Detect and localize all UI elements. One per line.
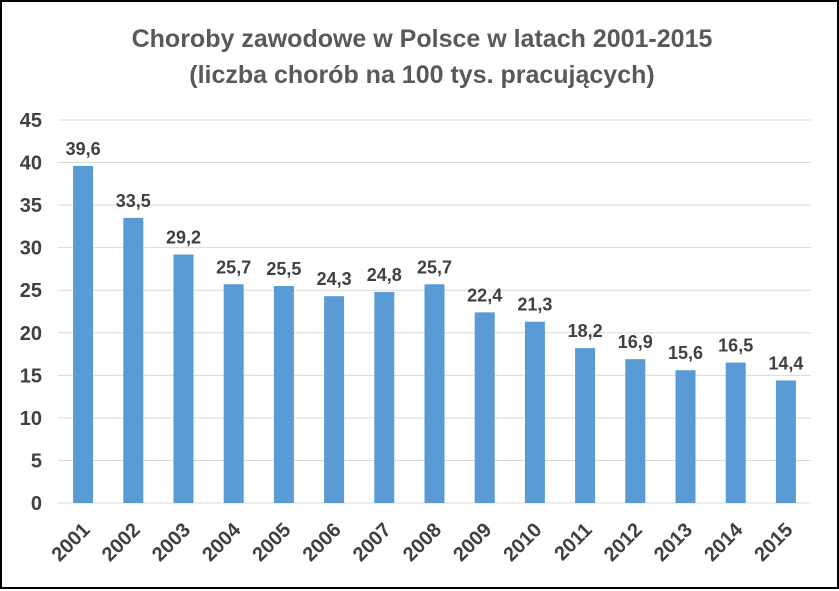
bar: [374, 291, 395, 503]
y-tick-label: 30: [20, 238, 42, 260]
x-tick-label: 2003: [148, 519, 195, 566]
x-axis-ticks: 2001 2002 2003 2004 2005 2006 2007 2008 2009 2010…: [48, 518, 798, 566]
x-tick-label: 2006: [299, 519, 346, 566]
bar: [524, 321, 545, 503]
bar: [173, 254, 194, 503]
data-label: 21,3: [517, 295, 552, 315]
y-tick-label: 35: [20, 195, 42, 217]
x-tick-label: 2012: [600, 519, 647, 566]
bar: [123, 217, 144, 503]
data-label: 25,5: [266, 259, 301, 279]
chart-title-line1: Choroby zawodowe w Polsce w latach 2001-…: [132, 25, 713, 53]
data-labels: 39,6 33,5 29,2 25,7 25,5 24,3 24,8 25,7 22,4 21,3…: [66, 139, 804, 373]
y-tick-label: 25: [20, 280, 42, 302]
y-tick-label: 5: [31, 450, 42, 472]
bar: [424, 284, 445, 503]
bar: [725, 362, 746, 503]
data-label: 33,5: [116, 191, 151, 211]
x-tick-label: 2007: [349, 519, 396, 566]
data-label: 16,5: [718, 336, 753, 356]
y-tick-label: 15: [20, 365, 42, 387]
y-tick-label: 0: [31, 493, 42, 515]
y-tick-label: 20: [20, 323, 42, 345]
data-label: 18,2: [568, 321, 603, 341]
x-tick-label: 2008: [399, 519, 446, 566]
bar: [675, 370, 696, 503]
x-tick-label: 2004: [198, 518, 246, 566]
x-tick-label: 2005: [248, 519, 295, 566]
data-label: 24,8: [367, 265, 402, 285]
data-label: 29,2: [166, 227, 201, 247]
x-tick-label: 2010: [499, 519, 546, 566]
bar: [73, 165, 94, 503]
data-label: 39,6: [66, 139, 101, 159]
x-tick-label: 2015: [750, 519, 797, 566]
chart-title: Choroby zawodowe w Polsce w latach 2001-…: [132, 25, 713, 89]
data-label: 14,4: [768, 353, 803, 373]
bar: [474, 312, 495, 503]
data-label: 15,6: [668, 343, 703, 363]
data-label: 25,7: [417, 257, 452, 277]
x-tick-label: 2009: [449, 519, 496, 566]
y-axis-ticks: 0 5 10 15 20 25 30 35 40 45: [20, 110, 42, 515]
bar: [223, 284, 244, 503]
chart-title-line2: (liczba chorób na 100 tys. pracujących): [189, 61, 654, 89]
x-tick-label: 2001: [48, 519, 95, 566]
data-label: 22,4: [467, 285, 502, 305]
data-label: 16,9: [618, 332, 653, 352]
bar: [625, 359, 646, 503]
x-tick-label: 2002: [98, 519, 145, 566]
x-tick-label: 2014: [700, 518, 748, 566]
bar: [575, 348, 596, 503]
data-label: 24,3: [317, 269, 352, 289]
x-tick-label: 2011: [550, 519, 596, 565]
data-label: 25,7: [216, 257, 251, 277]
x-tick-label: 2013: [650, 519, 697, 566]
bar: [273, 285, 294, 503]
y-tick-label: 40: [20, 153, 42, 175]
bar: [324, 296, 345, 503]
y-tick-label: 10: [20, 408, 42, 430]
y-tick-label: 45: [20, 110, 42, 132]
bar: [775, 380, 796, 503]
bars: [73, 165, 796, 503]
